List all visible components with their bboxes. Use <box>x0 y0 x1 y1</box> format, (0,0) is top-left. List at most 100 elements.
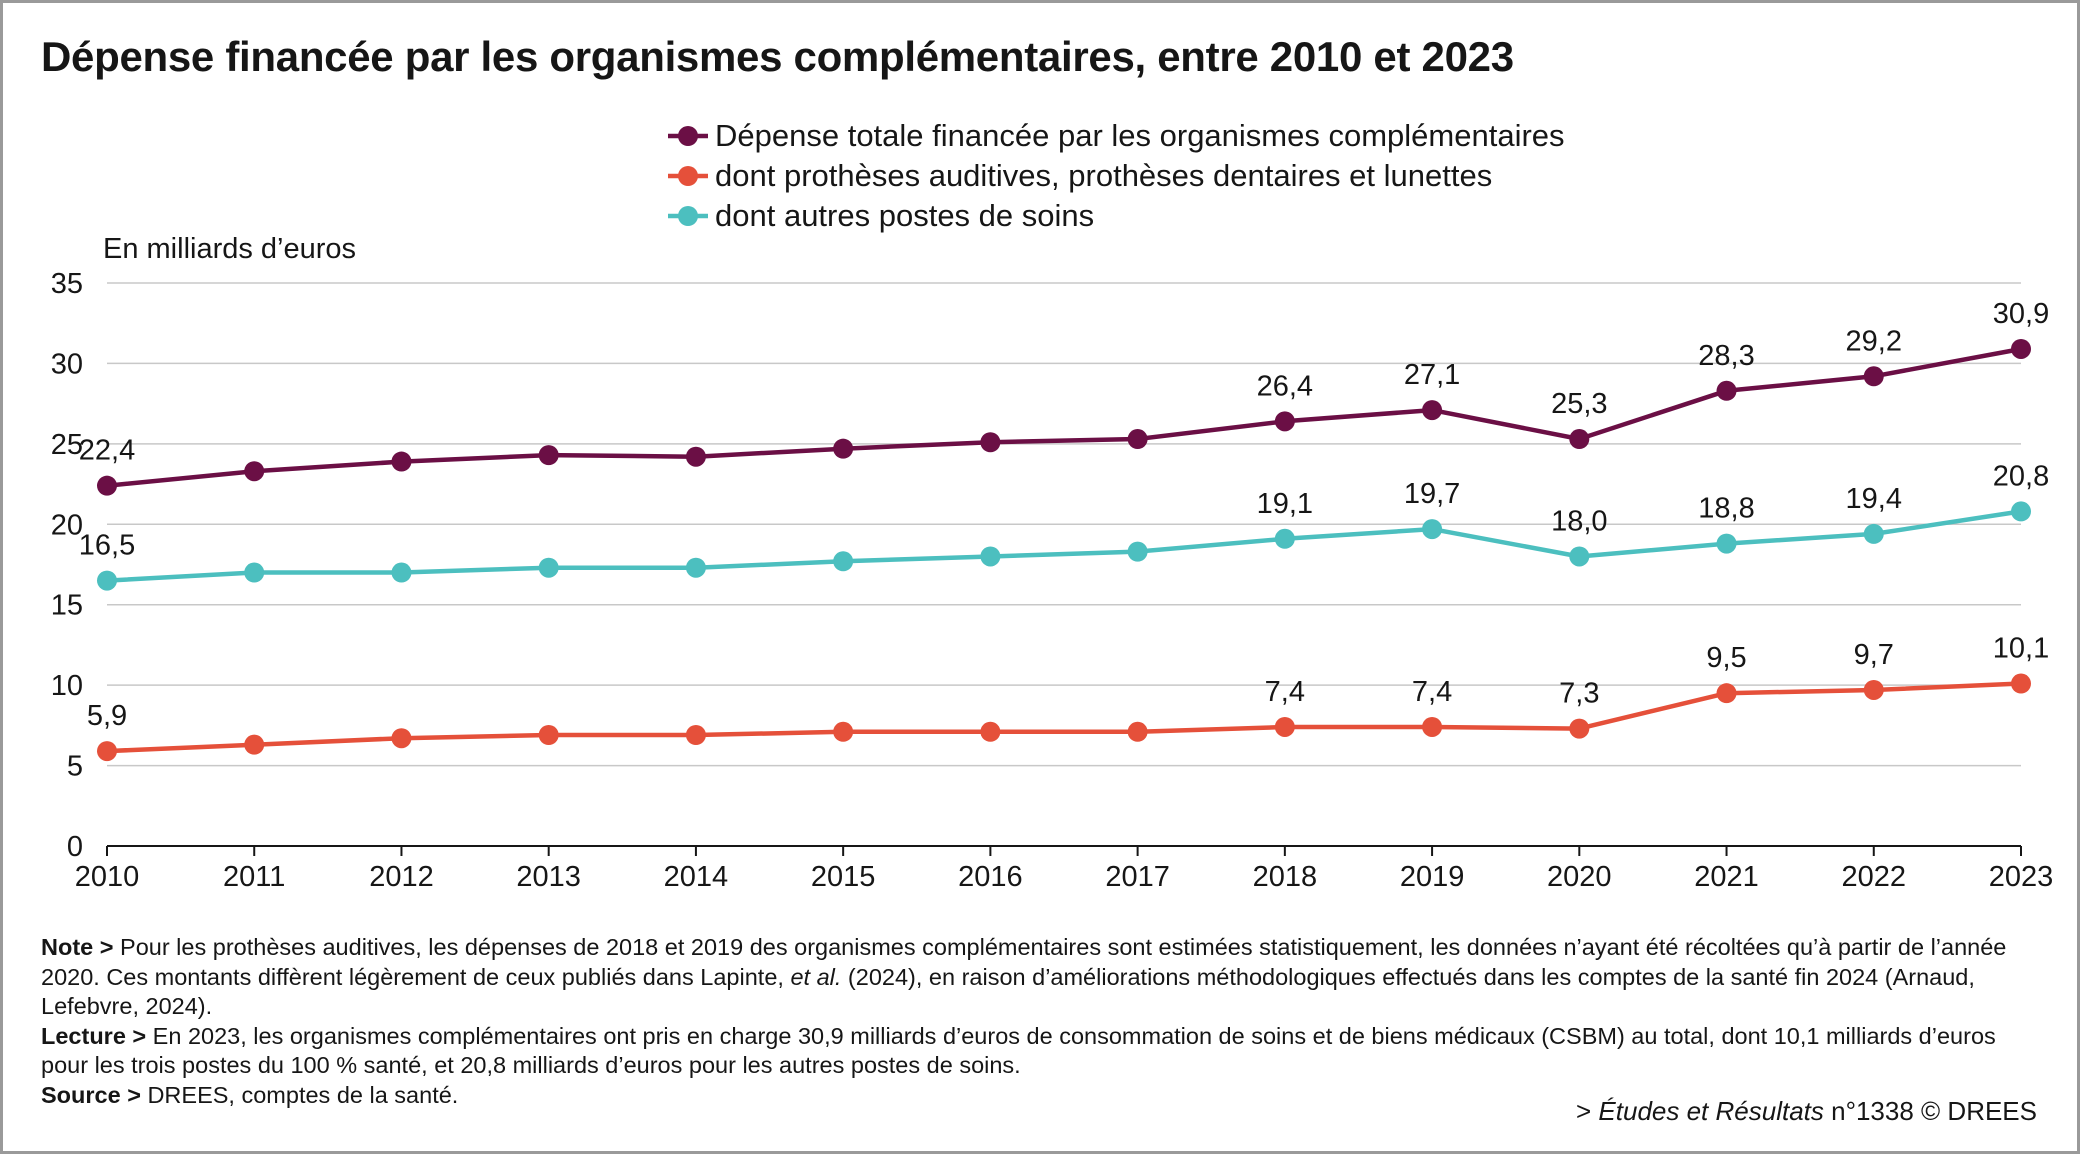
y-tick-label: 30 <box>51 348 83 380</box>
data-label: 18,8 <box>1698 493 1754 525</box>
credit: > Études et Résultats n°1338 © DREES <box>1576 1096 2037 1127</box>
y-tick-label: 0 <box>67 831 83 863</box>
data-label: 18,0 <box>1551 505 1607 537</box>
data-point <box>1569 718 1590 739</box>
data-point <box>1127 721 1148 742</box>
lecture-label: Lecture > <box>41 1022 147 1049</box>
data-point <box>2011 338 2031 359</box>
line-chart: 0 5 10 15 20 25 30 35 2010 2011 2012 2013 2014 2015 20… <box>51 118 2054 893</box>
x-tick-label: 2015 <box>811 861 876 893</box>
data-point <box>1863 679 1884 700</box>
note-text-end: (2024), en raison d’améliorations méthod… <box>41 963 1975 1020</box>
x-tick-label: 2021 <box>1694 861 1759 893</box>
data-label: 25,3 <box>1551 388 1607 420</box>
data-label: 27,1 <box>1404 359 1460 391</box>
x-tick-label: 2022 <box>1842 861 1907 893</box>
data-label: 16,5 <box>79 530 135 562</box>
x-tick-label: 2012 <box>369 861 434 893</box>
series-line-3 <box>106 509 2022 583</box>
data-point <box>1716 380 1737 401</box>
series-line-2 <box>106 681 2022 754</box>
data-labels: 22,4 26,4 27,1 25,3 28,3 29,2 30,9 5,9 7,4 7,4 7,3… <box>79 298 2049 732</box>
data-label: 20,8 <box>1993 460 2049 492</box>
data-point <box>1274 716 1295 737</box>
data-point <box>391 728 412 749</box>
data-point <box>1127 541 1148 562</box>
data-label: 9,5 <box>1706 642 1746 674</box>
data-point <box>244 461 265 482</box>
data-point <box>1716 533 1737 554</box>
data-point <box>833 438 854 459</box>
data-point <box>2011 501 2031 522</box>
data-point <box>244 734 265 755</box>
data-point <box>538 725 559 746</box>
x-tick-label: 2010 <box>75 861 140 893</box>
gridlines <box>107 282 2021 767</box>
data-label: 26,4 <box>1257 370 1313 402</box>
y-tick-label: 35 <box>51 268 83 300</box>
data-point <box>980 432 1001 453</box>
data-label: 19,7 <box>1404 478 1460 510</box>
note-label: Note > <box>41 934 114 960</box>
data-point <box>1422 400 1443 421</box>
x-tick-label: 2014 <box>664 861 729 893</box>
data-label: 7,3 <box>1559 678 1599 710</box>
legend-label: dont autres postes de soins <box>715 198 1094 233</box>
data-point <box>97 475 117 496</box>
y-tick-label: 25 <box>51 429 83 461</box>
data-label: 29,2 <box>1846 325 1902 357</box>
data-label: 22,4 <box>79 435 135 467</box>
data-point <box>1127 429 1148 450</box>
x-tick-label: 2018 <box>1253 861 1318 893</box>
data-point <box>1716 683 1737 704</box>
legend-label: dont prothèses auditives, prothèses dent… <box>715 158 1492 193</box>
series-line-1 <box>106 346 2022 488</box>
data-point <box>833 721 854 742</box>
data-point <box>391 451 412 472</box>
data-label: 7,4 <box>1265 676 1305 708</box>
legend-swatch-marker <box>678 166 698 186</box>
data-label: 19,4 <box>1846 483 1902 515</box>
data-label: 9,7 <box>1854 639 1894 671</box>
data-point <box>980 721 1001 742</box>
x-tick-label: 2016 <box>958 861 1023 893</box>
data-point <box>685 725 706 746</box>
x-tick-label: 2017 <box>1105 861 1170 893</box>
data-point <box>97 741 117 762</box>
data-point <box>2011 673 2031 694</box>
data-label: 5,9 <box>87 700 127 732</box>
y-tick-label: 15 <box>51 590 83 622</box>
data-point <box>1569 429 1590 450</box>
x-tick-label: 2020 <box>1547 861 1612 893</box>
lecture-text: En 2023, les organismes complémentaires … <box>41 1022 1996 1079</box>
data-point <box>97 570 117 591</box>
data-point <box>685 446 706 467</box>
data-point <box>1422 716 1443 737</box>
source-text: DREES, comptes de la santé. <box>140 1081 459 1108</box>
data-point <box>1274 528 1295 549</box>
data-label: 10,1 <box>1993 633 2049 665</box>
data-point <box>244 562 265 583</box>
data-point <box>1863 523 1884 544</box>
data-point <box>538 557 559 578</box>
data-label: 28,3 <box>1698 340 1754 372</box>
data-point <box>1863 366 1884 387</box>
data-label: 7,4 <box>1412 676 1452 708</box>
data-label: 19,1 <box>1257 488 1313 520</box>
source-label: Source > <box>41 1081 141 1108</box>
legend-swatch-marker <box>678 126 698 146</box>
legend-swatch-marker <box>678 206 698 226</box>
chart-title: Dépense financée par les organismes comp… <box>41 33 1514 80</box>
axes: 0 5 10 15 20 25 30 35 2010 2011 2012 2013 2014 2015 20… <box>51 268 2054 893</box>
source-paragraph: Source > DREES, comptes de la santé. <box>41 1081 2031 1111</box>
data-point <box>980 546 1001 567</box>
data-label: 30,9 <box>1993 298 2049 330</box>
data-point <box>685 557 706 578</box>
lecture-paragraph: Lecture > En 2023, les organismes complé… <box>41 1022 2031 1081</box>
data-point <box>391 562 412 583</box>
x-tick-label: 2023 <box>1989 861 2054 893</box>
note-text: Pour les prothèses auditives, les dépens… <box>41 934 2007 990</box>
y-tick-label: 5 <box>67 751 83 783</box>
x-tick-label: 2011 <box>223 861 285 893</box>
